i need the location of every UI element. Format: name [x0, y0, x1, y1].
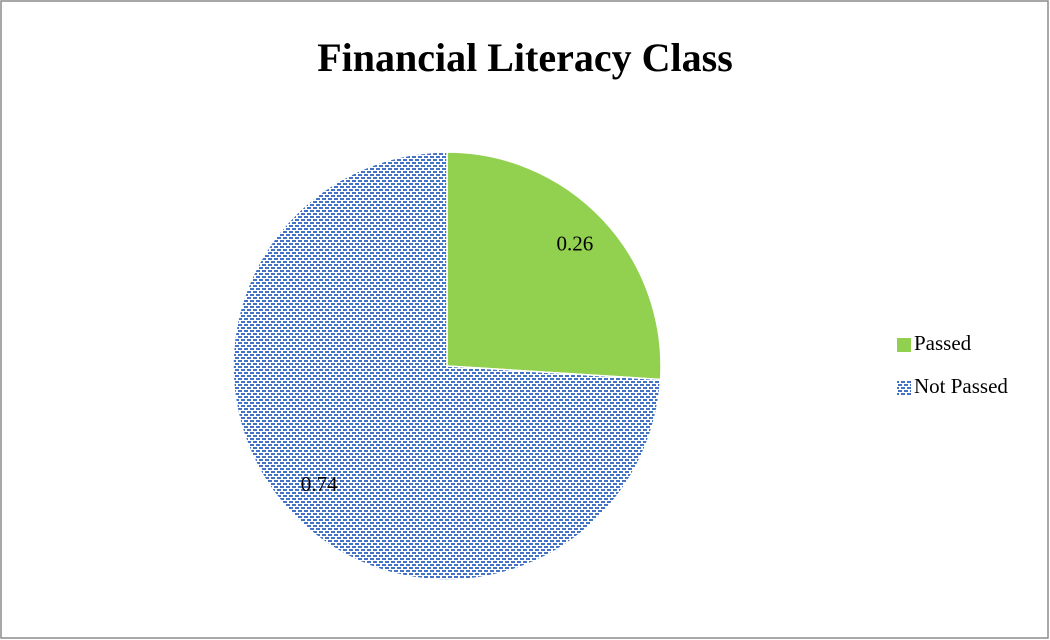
- legend-swatch: [897, 338, 911, 352]
- pie-slice: [232, 151, 662, 581]
- legend-label: Passed: [914, 331, 972, 355]
- data-label: 0.74: [301, 472, 338, 496]
- legend-label: Not Passed: [914, 374, 1008, 398]
- pie-slice: [446, 151, 662, 381]
- data-label: 0.26: [557, 232, 594, 256]
- chart-title: Financial Literacy Class: [317, 35, 733, 80]
- legend-swatch: [897, 381, 911, 395]
